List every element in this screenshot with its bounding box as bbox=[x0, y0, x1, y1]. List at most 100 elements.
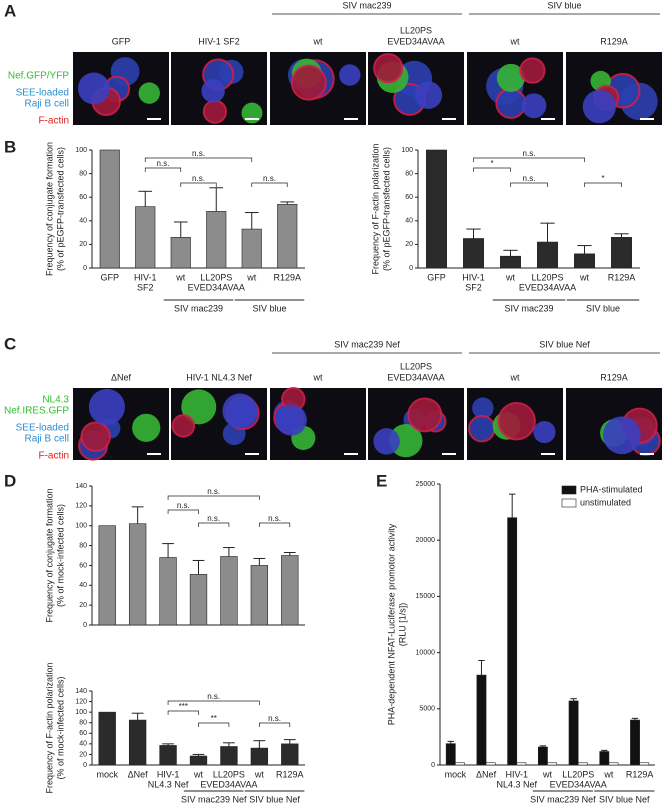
y-axis-label: (% of mock-infected cells) bbox=[55, 504, 65, 607]
legend-text: SEE-loaded bbox=[16, 423, 69, 434]
x-tick-label: mock bbox=[96, 769, 118, 779]
significance-label: n.s. bbox=[263, 174, 276, 183]
y-axis-label: (% of mock-infected cells) bbox=[55, 676, 65, 779]
x-tick-label: wt bbox=[542, 769, 552, 779]
cell bbox=[202, 99, 227, 124]
legend-label: unstimulated bbox=[580, 497, 631, 507]
cell bbox=[414, 81, 443, 109]
y-axis-label: (% of pEGFP-transfected cells) bbox=[55, 147, 65, 271]
y-tick-label: 60 bbox=[79, 562, 87, 569]
y-tick-label: 0 bbox=[83, 265, 87, 272]
significance-bracket bbox=[180, 182, 217, 187]
x-tick-label: GFP bbox=[427, 272, 446, 282]
group-label: SIV mac239 bbox=[504, 303, 553, 313]
significance-bracket bbox=[510, 182, 548, 187]
significance-bracket bbox=[144, 157, 253, 162]
y-axis-label: Frequency of conjugate formation bbox=[44, 488, 54, 622]
significance-bracket bbox=[198, 722, 230, 727]
x-tick-label: ΔNef bbox=[476, 769, 497, 779]
image-label: LL20PS bbox=[400, 25, 432, 35]
y-tick-label: 0 bbox=[431, 762, 435, 769]
y-axis-label: (% of pEGFP-transfected cells) bbox=[381, 147, 391, 271]
x-tick-label: EVED34AVAA bbox=[519, 282, 576, 292]
significance-bracket bbox=[584, 182, 622, 187]
x-tick-label: R129A bbox=[626, 769, 654, 779]
bar bbox=[281, 743, 299, 766]
panel-label: C bbox=[4, 334, 16, 353]
significance-bracket bbox=[144, 167, 182, 172]
y-axis-label: PHA-dependent NFAT-Luciferase promotor a… bbox=[386, 523, 396, 725]
y-tick-label: 80 bbox=[79, 720, 87, 727]
cell bbox=[171, 414, 196, 438]
cell bbox=[222, 393, 258, 429]
x-tick-label: HIV-1 bbox=[462, 272, 485, 282]
x-tick-label: R129A bbox=[608, 272, 636, 282]
bar bbox=[639, 762, 650, 766]
cell bbox=[201, 79, 225, 103]
y-tick-label: 25000 bbox=[416, 481, 436, 488]
bar bbox=[220, 556, 238, 626]
significance-bracket bbox=[167, 710, 199, 715]
significance-label: n.s. bbox=[192, 174, 205, 183]
y-tick-label: 100 bbox=[75, 709, 87, 716]
image-label: LL20PS bbox=[400, 361, 432, 371]
bar bbox=[611, 237, 632, 269]
cell bbox=[373, 428, 400, 455]
bar bbox=[630, 719, 640, 766]
x-tick-label: NL4.3 Nef bbox=[148, 779, 189, 789]
significance-label: n.s. bbox=[207, 514, 220, 523]
x-tick-label: ΔNef bbox=[128, 769, 149, 779]
significance-bracket bbox=[251, 182, 288, 187]
x-tick-label: EVED34AVAA bbox=[200, 779, 257, 789]
panel-label: B bbox=[4, 137, 16, 156]
x-tick-label: SF2 bbox=[465, 282, 482, 292]
bar bbox=[568, 700, 579, 766]
significance-bracket bbox=[198, 522, 230, 527]
x-tick-label: HIV-1 bbox=[157, 769, 180, 779]
x-tick-label: wt bbox=[175, 272, 185, 282]
cell bbox=[339, 64, 361, 86]
y-tick-label: 80 bbox=[405, 170, 413, 177]
bar bbox=[577, 762, 588, 766]
legend-swatch bbox=[561, 498, 577, 508]
bar bbox=[537, 746, 548, 766]
cell bbox=[496, 63, 525, 92]
bar bbox=[516, 762, 527, 766]
significance-label: n.s. bbox=[268, 714, 281, 723]
group-label: SIV blue bbox=[586, 303, 620, 313]
significance-label: ** bbox=[211, 714, 217, 723]
y-tick-label: 40 bbox=[79, 582, 87, 589]
significance-label: n.s. bbox=[177, 501, 190, 510]
significance-label: * bbox=[601, 174, 604, 183]
bar bbox=[159, 557, 177, 626]
x-tick-label: LL20PS bbox=[562, 769, 594, 779]
group-label: SIV mac239 bbox=[174, 303, 223, 313]
y-tick-label: 100 bbox=[75, 147, 87, 154]
cell bbox=[290, 64, 327, 101]
group-label: SIV mac239 Nef bbox=[181, 794, 247, 804]
panel-label: E bbox=[376, 471, 387, 490]
image-label: ΔNef bbox=[111, 372, 132, 382]
bar bbox=[98, 525, 116, 626]
y-axis-label: Frequency of F-actin polarization bbox=[44, 662, 54, 793]
cell bbox=[138, 82, 160, 104]
bar bbox=[537, 241, 558, 269]
group-label: SIV blue Nef bbox=[599, 794, 650, 804]
x-tick-label: NL4.3 Nef bbox=[497, 779, 538, 789]
cell bbox=[80, 421, 111, 452]
significance-label: n.s. bbox=[192, 149, 205, 158]
cell bbox=[275, 404, 307, 436]
bar bbox=[476, 674, 487, 766]
bar bbox=[599, 751, 610, 766]
significance-label: n.s. bbox=[523, 174, 536, 183]
group-label: SIV blue Nef bbox=[249, 794, 300, 804]
cell bbox=[495, 87, 527, 119]
cell bbox=[241, 102, 263, 124]
bar bbox=[128, 719, 147, 766]
x-tick-label: LL20PS bbox=[213, 769, 245, 779]
x-tick-label: HIV-1 bbox=[134, 272, 157, 282]
bar bbox=[250, 747, 269, 766]
y-tick-label: 100 bbox=[401, 147, 413, 154]
bar bbox=[250, 565, 269, 626]
